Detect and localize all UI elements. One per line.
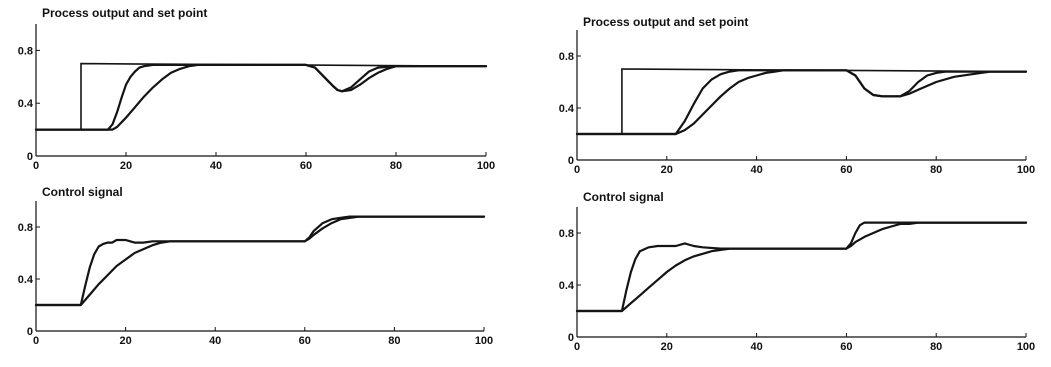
response-line-2 [34,63,488,131]
plot-control-signal-right: Control signal 0 20 40 60 80 100 0 0.4 0.8 [559,190,1035,353]
chart-title: Process output and set point [42,6,207,20]
chart-title: Process output and set point [583,15,748,29]
plot-process-output-left: Process output and set point 0 20 40 60 80 10… [18,6,495,172]
x-tick-label: 100 [1017,341,1035,353]
x-tick-label: 0 [574,164,580,176]
x-tick-label: 100 [477,160,495,172]
x-tick-label: 80 [930,341,942,353]
y-tick-label: 0.8 [559,228,574,240]
x-tick-label: 80 [390,160,402,172]
plot-control-signal-left: Control signal 0 20 40 60 80 100 0 0.4 0.8 [18,185,493,347]
y-tick-label: 0.4 [18,274,34,286]
y-tick-label: 0 [27,151,33,163]
y-tick-label: 0 [568,155,574,167]
x-tick-label: 20 [661,164,673,176]
x-tick-label: 20 [120,160,132,172]
chart-title: Control signal [42,185,123,199]
response-line-0 [34,215,486,307]
setpoint-line [36,62,487,131]
x-tick-label: 60 [840,341,852,353]
y-tick-label: 0.4 [559,280,575,292]
y-tick-label: 0.8 [18,45,33,57]
x-tick-label: 0 [574,341,580,353]
setpoint-line [577,68,1027,135]
x-tick-label: 100 [475,335,493,347]
plot-process-output-right: Process output and set point 0 20 40 60 80 10… [559,15,1035,176]
response-line-1 [34,63,488,131]
y-tick-label: 0.4 [18,98,34,110]
x-tick-label: 0 [33,335,39,347]
response-line-0 [575,221,1028,313]
response-line-2 [575,69,1028,136]
response-line-1 [575,69,1028,136]
x-tick-label: 0 [33,160,39,172]
x-tick-label: 60 [299,335,311,347]
x-tick-label: 80 [388,335,400,347]
x-tick-label: 20 [119,335,131,347]
x-tick-label: 40 [750,341,762,353]
x-tick-label: 100 [1017,164,1035,176]
x-tick-label: 40 [210,160,222,172]
x-tick-label: 60 [840,164,852,176]
x-tick-label: 40 [750,164,762,176]
y-tick-label: 0 [27,326,33,338]
x-tick-label: 60 [300,160,312,172]
chart-title: Control signal [583,190,664,204]
y-tick-label: 0.4 [559,103,575,115]
x-tick-label: 40 [209,335,221,347]
y-tick-label: 0 [568,332,574,344]
y-tick-label: 0.8 [18,222,33,234]
response-line-1 [575,221,1028,313]
response-line-1 [34,215,486,307]
y-tick-label: 0.8 [559,51,574,63]
x-tick-label: 80 [930,164,942,176]
x-tick-label: 20 [661,341,673,353]
